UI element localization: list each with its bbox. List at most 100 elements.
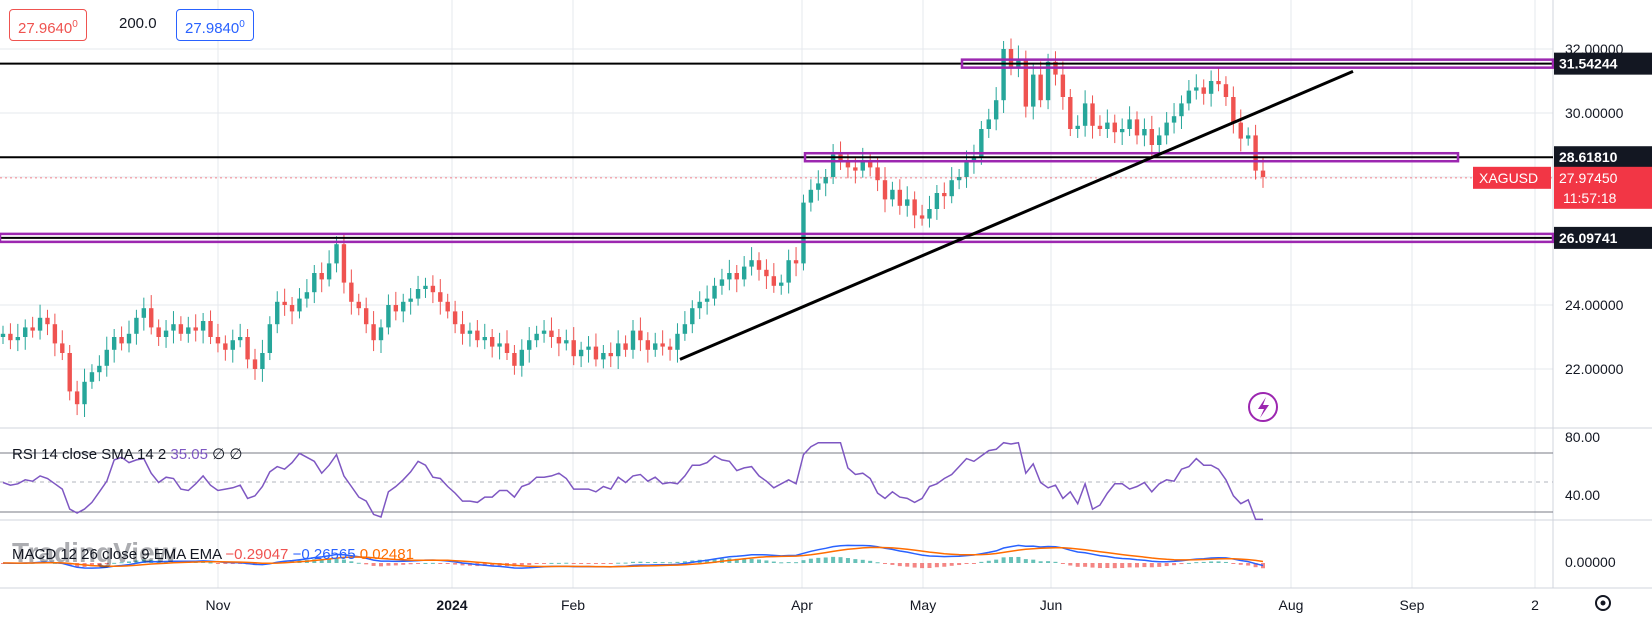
macd-histogram-bar — [1001, 557, 1006, 563]
candle-body — [111, 337, 117, 350]
candle-body — [1082, 103, 1088, 126]
bid-price-button[interactable]: 27.96400 — [9, 9, 87, 41]
macd-histogram-bar — [1016, 556, 1021, 563]
candle-body — [771, 276, 777, 286]
macd-histogram-bar — [623, 562, 628, 564]
candle-body — [45, 317, 50, 325]
level-price-tag: 28.61810 — [1559, 149, 1618, 165]
macd-histogram-bar — [364, 563, 369, 565]
candle-body — [793, 260, 799, 264]
candle-body — [237, 337, 243, 341]
macd-histogram-bar — [949, 563, 954, 566]
macd-histogram-bar — [556, 562, 561, 564]
candle-body — [60, 343, 65, 353]
macd-histogram-bar — [1135, 563, 1139, 568]
candle-body — [282, 301, 287, 305]
macd-histogram-bar — [682, 561, 687, 563]
tradingview-watermark: TradingView — [12, 537, 177, 568]
candle-body — [297, 298, 302, 312]
macd-histogram-bar — [1164, 563, 1169, 567]
macd-histogram-bar — [668, 562, 673, 564]
candle-body — [1223, 84, 1229, 97]
candle-body — [1186, 90, 1192, 104]
candle-body — [1090, 103, 1095, 126]
macd-histogram-bar — [67, 563, 72, 566]
lightning-circle — [1248, 392, 1278, 422]
symbol-tag-bg — [1473, 166, 1551, 189]
macd-histogram-bar — [379, 563, 383, 567]
macd-histogram-bar — [453, 563, 458, 565]
macd-histogram-bar — [238, 563, 243, 564]
macd-histogram-bar — [401, 563, 406, 565]
macd-histogram-bar — [905, 563, 910, 567]
time-tick-label: Jun — [1040, 597, 1063, 613]
candle-body — [823, 177, 828, 184]
candle-body — [667, 346, 673, 350]
macd-histogram-bar — [341, 559, 346, 563]
macd-histogram-bar — [771, 561, 776, 563]
candle-body — [534, 333, 539, 341]
candle-body — [97, 365, 102, 373]
macd-histogram-bar — [786, 562, 791, 564]
candle-body — [349, 282, 354, 302]
ask-price-button[interactable]: 27.98400 — [176, 9, 254, 41]
candle-body — [1001, 49, 1006, 101]
symbol-tag: XAGUSD — [1479, 170, 1538, 186]
candle-body — [363, 308, 369, 325]
level-price-tag: 26.09741 — [1559, 230, 1618, 246]
price-tick-label: 32.00000 — [1565, 41, 1624, 57]
macd-histogram-bar — [579, 563, 584, 564]
rsi-tick-label: 80.00 — [1565, 429, 1600, 445]
time-tick-label: 2024 — [436, 597, 467, 613]
macd-histogram-bar — [734, 558, 739, 563]
level-band — [960, 58, 1555, 69]
candle-body — [1157, 135, 1162, 145]
candle-body — [830, 154, 836, 177]
macd-histogram-bar — [1060, 563, 1065, 564]
macd-histogram-bar — [675, 561, 680, 563]
candle-body — [52, 324, 58, 344]
candle-body — [578, 349, 584, 357]
candle-body — [1149, 129, 1155, 145]
macd-histogram-bar — [860, 559, 865, 563]
candle-body — [638, 330, 643, 341]
candle-body — [1238, 122, 1243, 139]
macd-histogram-bar — [838, 557, 843, 563]
candle-body — [415, 289, 421, 299]
candle-body — [1075, 125, 1080, 129]
horizontal-levels[interactable]: 31.54244 28.61810 26.09741 XAGUSD 27.97450 11… — [0, 52, 1652, 422]
candle-body — [67, 353, 72, 392]
macd-histogram-bar — [601, 563, 606, 564]
candle-body — [615, 343, 621, 357]
candle-body — [845, 161, 851, 168]
ascending-trendline — [679, 70, 1354, 361]
candle-body — [727, 273, 732, 280]
time-axis[interactable]: Nov 2024 Feb Apr May Jun Aug Sep 2 — [206, 597, 1540, 613]
macd-histogram-bar — [764, 560, 769, 563]
macd-pane — [1, 544, 1265, 569]
macd-histogram-bar — [897, 563, 902, 567]
candle-body — [549, 330, 554, 337]
candle-body — [541, 330, 547, 334]
spread-value: 200.0 — [115, 9, 161, 39]
candle-body — [623, 343, 628, 350]
candle-body — [527, 340, 532, 350]
gear-ring — [1595, 595, 1611, 611]
price-axis[interactable]: 32.00000 30.00000 24.00000 22.00000 80.00 40.… — [1565, 41, 1624, 611]
candle-body — [1216, 81, 1221, 85]
macd-histogram-bar — [645, 562, 650, 564]
trendline[interactable] — [679, 70, 1354, 361]
candle-body — [1142, 129, 1147, 136]
macd-histogram-bar — [883, 563, 887, 565]
macd-histogram-bar — [223, 563, 228, 564]
candle-body — [0, 333, 6, 337]
level-band — [0, 232, 1555, 244]
candle-body — [653, 343, 658, 350]
macd-tick-label: 0.00000 — [1565, 554, 1616, 570]
candle-body — [882, 180, 888, 200]
candle-body — [690, 308, 695, 325]
macd-histogram-bar — [586, 563, 591, 564]
candle-body — [193, 327, 198, 331]
candle-body — [1179, 103, 1184, 117]
